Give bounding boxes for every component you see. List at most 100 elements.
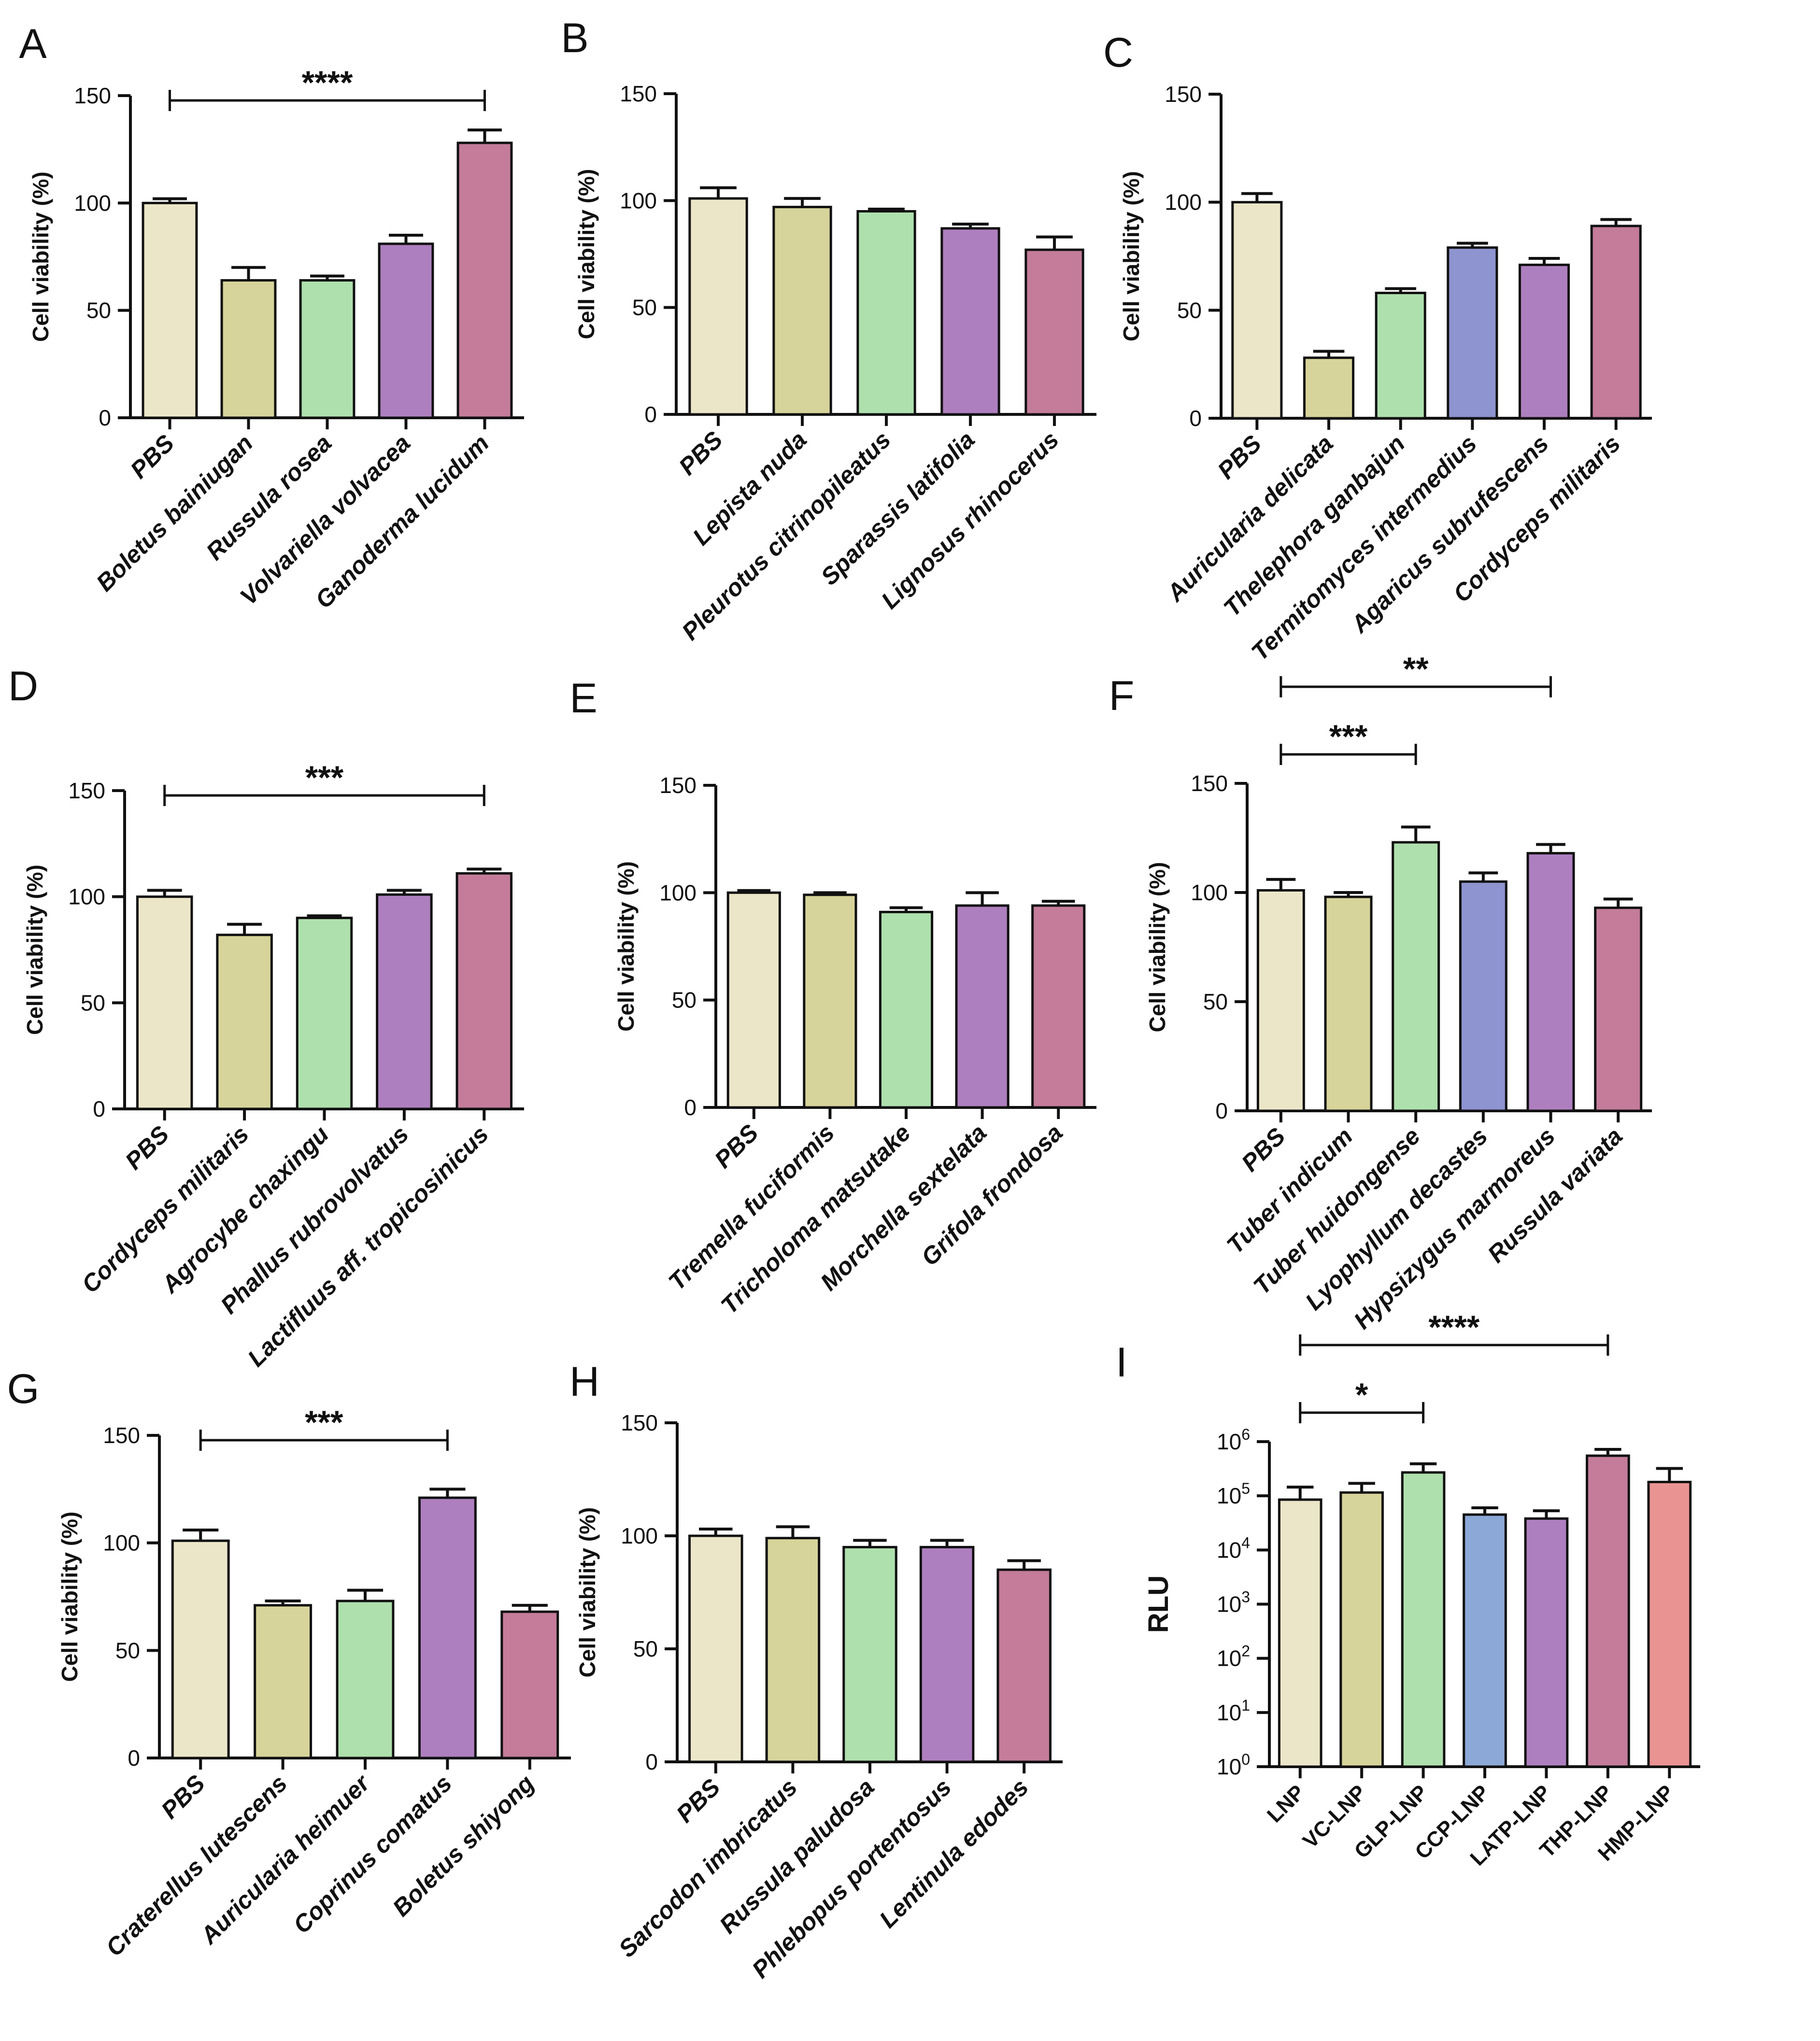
bar-lyophyllum-decastes (1459, 880, 1507, 1112)
x-tick-label: PBS (671, 1773, 725, 1828)
y-tick-label: 100 (74, 190, 111, 215)
y-tick-label: 103 (1217, 1588, 1250, 1617)
y-tick-label: 105 (1217, 1480, 1250, 1508)
significance-label: **** (302, 64, 353, 101)
y-tick-label: 0 (645, 1749, 658, 1774)
x-tick-label: Boletus bainiugan (91, 429, 258, 596)
bar-cordyceps-militaris (216, 934, 273, 1110)
bar-sparassis-latifolia (940, 227, 1000, 416)
significance-label: *** (305, 759, 344, 796)
y-tick-label: 0 (128, 1745, 140, 1771)
bar-pbs (688, 1534, 743, 1763)
y-tick-label: 150 (68, 778, 105, 803)
x-tick-label: PBS (1212, 430, 1266, 484)
y-axis-label: Cell viability (%) (613, 861, 639, 1032)
bar-latp-lnp (1524, 1517, 1569, 1768)
panel-letter: F (1109, 673, 1135, 719)
y-axis-label: Cell viability (%) (28, 171, 53, 342)
y-tick-label: 100 (620, 188, 657, 213)
bar-lnp (1278, 1498, 1322, 1768)
y-tick-label: 150 (1191, 771, 1228, 796)
bar-tuber-huidongense (1392, 841, 1440, 1112)
y-tick-label: 0 (99, 405, 111, 430)
bar-cordyceps-militaris (1590, 225, 1642, 420)
significance-label: *** (305, 1404, 343, 1441)
significance-label: ** (1403, 651, 1429, 687)
y-axis-label: Cell viability (%) (1119, 171, 1144, 341)
bar-hmp-lnp (1647, 1481, 1692, 1768)
bar-pbs (136, 895, 193, 1110)
bar-ccp-lnp (1463, 1513, 1507, 1768)
x-tick-label: Grifola frondosa (916, 1119, 1068, 1271)
x-tick-label: Boletus shiyong (387, 1770, 540, 1922)
y-tick-label: 50 (81, 990, 105, 1015)
bar-vc-lnp (1339, 1491, 1384, 1768)
y-tick-label: 100 (621, 1523, 658, 1548)
bar-boletus-bainiugan (220, 279, 277, 419)
bar-pleurotus-citrinopileatus (856, 210, 916, 416)
y-tick-label: 100 (103, 1531, 140, 1556)
significance-label: *** (1329, 718, 1368, 755)
panel-letter: I (1116, 1339, 1127, 1386)
bar-russula-variata (1594, 907, 1643, 1112)
panel-i: I100101102103104105106RLULNPVC-LNPGLP-LN… (1116, 1309, 1700, 1871)
y-tick-label: 50 (1177, 298, 1202, 323)
x-tick-label: PBS (709, 1119, 763, 1173)
y-tick-label: 101 (1217, 1697, 1250, 1725)
bar-termitomyces-intermedius (1447, 246, 1498, 420)
bar-agrocybe-chaxingu (296, 917, 353, 1110)
panel-letter: H (569, 1359, 599, 1405)
y-tick-label: 106 (1217, 1426, 1250, 1454)
y-tick-label: 104 (1217, 1534, 1250, 1562)
bar-russula-paludosa (842, 1545, 897, 1763)
bar-lignosus-rhinocerus (1024, 248, 1084, 416)
y-tick-label: 0 (644, 402, 657, 427)
bar-phallus-rubrovolvatus (376, 893, 433, 1110)
bar-pbs (1256, 889, 1305, 1112)
bar-lentinula-edodes (996, 1568, 1052, 1763)
bar-ganoderma-lucidum (456, 142, 513, 419)
y-tick-label: 100 (1217, 1751, 1250, 1779)
bar-pbs (688, 197, 748, 416)
y-tick-label: 50 (633, 1636, 658, 1661)
y-axis-label: Cell viability (%) (22, 865, 47, 1035)
y-axis-label: Cell viability (%) (574, 169, 599, 340)
x-tick-label: Coprinus comatus (288, 1770, 457, 1939)
bar-russula-rosea (299, 279, 355, 419)
panel-letter: B (561, 15, 588, 61)
y-tick-label: 102 (1217, 1643, 1250, 1671)
y-tick-label: 50 (115, 1638, 140, 1663)
panel-letter: G (7, 1366, 40, 1412)
y-tick-label: 50 (632, 295, 657, 320)
y-tick-label: 100 (1191, 880, 1228, 905)
y-axis-label: Cell viability (%) (57, 1512, 82, 1682)
y-tick-label: 150 (103, 1423, 140, 1448)
y-tick-label: 150 (1165, 82, 1202, 107)
y-tick-label: 100 (1165, 190, 1202, 215)
significance-label: * (1355, 1376, 1368, 1413)
bar-craterellus-lutescens (254, 1604, 313, 1759)
x-tick-label: Lentinula edodes (874, 1773, 1034, 1933)
bar-pbs (171, 1539, 230, 1759)
bar-hypsizygus-marmoreus (1526, 852, 1575, 1112)
y-tick-label: 0 (1189, 406, 1202, 431)
bar-sarcodon-imbricatus (765, 1537, 821, 1763)
bar-pbs (726, 891, 781, 1109)
y-tick-label: 50 (86, 298, 111, 323)
bar-coprinus-comatus (418, 1496, 477, 1759)
y-tick-label: 150 (74, 83, 111, 108)
y-axis-label: Cell viability (%) (1145, 862, 1170, 1033)
bar-agaricus-subrufescens (1518, 263, 1570, 420)
bar-glp-lnp (1401, 1471, 1446, 1768)
y-tick-label: 0 (93, 1096, 105, 1121)
bar-morchella-sextelata (955, 904, 1010, 1109)
x-tick-label: PBS (125, 429, 179, 483)
x-tick-label: Sparassis latifolia (816, 426, 980, 590)
y-tick-label: 150 (659, 773, 697, 798)
y-tick-label: 50 (1203, 989, 1228, 1014)
